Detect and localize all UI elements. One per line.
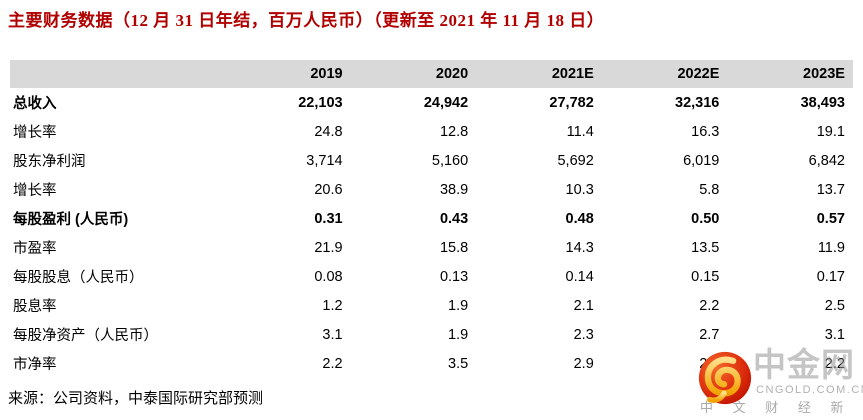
row-label: 每股股息（人民币）	[13, 270, 144, 286]
row-value: 1.9	[448, 297, 469, 314]
row-value: 19.1	[816, 123, 845, 140]
row-value: 0.43	[439, 210, 469, 227]
row-value: 5,160	[431, 152, 469, 169]
row-label: 总收入	[13, 96, 57, 112]
table-row: 增长率 20.6 38.9 10.3 5.8 13.7	[10, 175, 853, 204]
row-label: 增长率	[13, 125, 57, 141]
header-year-cell: 2023E	[803, 66, 845, 82]
row-value: 24,942	[423, 94, 469, 111]
row-value: 3,714	[306, 152, 343, 169]
row-value: 2.2	[824, 355, 845, 372]
row-value: 2.5	[699, 355, 720, 372]
row-value: 0.17	[816, 268, 845, 285]
row-label: 每股盈利 (人民币)	[13, 212, 129, 228]
table-row: 每股股息（人民币） 0.08 0.13 0.14 0.15 0.17	[10, 262, 853, 291]
row-value: 2.1	[573, 297, 594, 314]
row-value: 0.50	[691, 210, 720, 227]
row-label: 股息率	[13, 299, 57, 315]
row-value: 0.48	[565, 210, 594, 227]
row-value: 0.08	[314, 268, 343, 285]
table-row: 市净率 2.2 3.5 2.9 2.5 2.2	[10, 349, 853, 378]
row-value: 0.13	[439, 268, 469, 285]
row-value: 32,316	[675, 94, 720, 111]
row-value: 20.6	[314, 181, 343, 198]
row-value: 6,019	[683, 152, 720, 169]
row-value: 3.1	[322, 326, 343, 343]
header-year-cell: 2022E	[677, 66, 720, 82]
table-row: 市盈率 21.9 15.8 14.3 13.5 11.9	[10, 233, 853, 262]
source-note: 来源：公司资料，中泰国际研究部预测	[8, 391, 264, 407]
row-label: 市净率	[13, 357, 57, 373]
table-body: 总收入 22,103 24,942 27,782 32,316 38,493 增长率 24.8…	[10, 88, 853, 378]
row-value: 11.4	[566, 123, 594, 140]
row-value: 0.14	[565, 268, 594, 285]
row-value: 3.1	[824, 326, 845, 343]
watermark-domain-text: CNGOLD.COM.CN	[756, 384, 863, 396]
header-year-cell: 2019	[310, 66, 343, 82]
row-value: 5,692	[557, 152, 594, 169]
table-row: 每股盈利 (人民币) 0.31 0.43 0.48 0.50 0.57	[10, 204, 853, 233]
row-value: 2.9	[573, 355, 594, 372]
row-value: 27,782	[549, 94, 594, 111]
table-header-row: 2019 2020 2021E 2022E 2023E	[10, 60, 853, 88]
row-value: 38,493	[800, 94, 845, 111]
row-value: 6,842	[808, 152, 845, 169]
row-value: 16.3	[691, 123, 720, 140]
row-label: 增长率	[13, 183, 57, 199]
header-year-cell: 2021E	[551, 66, 594, 82]
row-value: 1.2	[322, 297, 343, 314]
row-value: 22,103	[298, 94, 343, 111]
row-value: 15.8	[439, 239, 469, 256]
table-row: 增长率 24.8 12.8 11.4 16.3 19.1	[10, 117, 853, 146]
row-value: 21.9	[314, 239, 343, 256]
row-value: 1.9	[448, 326, 469, 343]
row-value: 38.9	[439, 181, 469, 198]
row-value: 5.8	[699, 181, 720, 198]
row-value: 13.7	[816, 181, 845, 198]
row-value: 13.5	[691, 239, 720, 256]
row-value: 14.3	[565, 239, 594, 256]
row-value: 2.7	[699, 326, 720, 343]
watermark-tagline-text: 中 文 财 经 新 媒 体	[700, 400, 863, 415]
header-year-cell: 2020	[435, 66, 469, 82]
row-label: 股东净利润	[13, 154, 86, 170]
table-row: 股息率 1.2 1.9 2.1 2.2 2.5	[10, 291, 853, 320]
row-value: 0.57	[816, 210, 845, 227]
row-value: 24.8	[314, 123, 343, 140]
row-label: 市盈率	[13, 241, 57, 257]
row-value: 10.3	[565, 181, 594, 198]
row-value: 2.5	[824, 297, 845, 314]
row-value: 0.15	[691, 268, 720, 285]
page-title: 主要财务数据（12 月 31 日年结，百万人民币）（更新至 2021 年 11 …	[8, 11, 605, 30]
row-value: 2.2	[699, 297, 720, 314]
row-value: 3.5	[448, 355, 469, 372]
financial-table: 2019 2020 2021E 2022E 2023E 总收入 22,103 24,942 2…	[10, 60, 853, 378]
row-value: 11.9	[817, 239, 845, 256]
table-row: 股东净利润 3,714 5,160 5,692 6,019 6,842	[10, 146, 853, 175]
row-value: 12.8	[439, 123, 469, 140]
row-value: 2.3	[573, 326, 594, 343]
table-row: 每股净资产（人民币） 3.1 1.9 2.3 2.7 3.1	[10, 320, 853, 349]
row-value: 0.31	[314, 210, 343, 227]
table-row: 总收入 22,103 24,942 27,782 32,316 38,493	[10, 88, 853, 117]
row-value: 2.2	[322, 355, 343, 372]
row-label: 每股净资产（人民币）	[13, 328, 158, 344]
